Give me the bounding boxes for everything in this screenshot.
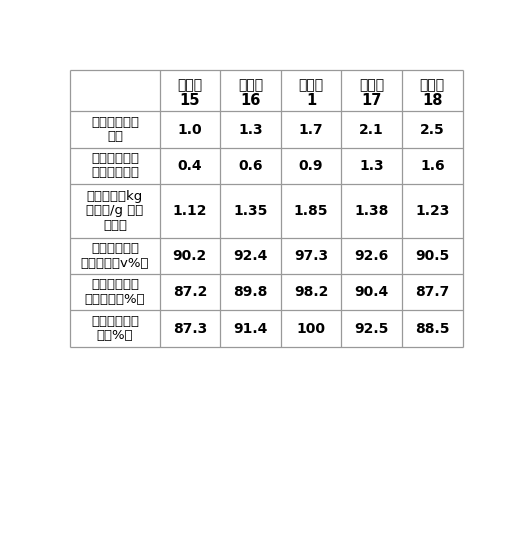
- Text: 粗产物中氯乙: 粗产物中氯乙: [91, 242, 139, 255]
- Text: 氯乙烯的选择: 氯乙烯的选择: [91, 315, 139, 328]
- Text: 0.6: 0.6: [238, 159, 263, 173]
- Text: 2.5: 2.5: [420, 122, 445, 136]
- Text: 二月桂酸二丁: 二月桂酸二丁: [91, 152, 139, 165]
- Text: 90.4: 90.4: [355, 285, 389, 299]
- Text: 0.9: 0.9: [299, 159, 323, 173]
- Text: 实施例: 实施例: [298, 78, 323, 92]
- Text: 催化活性（kg: 催化活性（kg: [87, 190, 143, 203]
- Text: 92.6: 92.6: [355, 249, 389, 263]
- Text: 2.1: 2.1: [359, 122, 384, 136]
- Text: 实施例: 实施例: [238, 78, 263, 92]
- Text: 四氯化锡加入: 四氯化锡加入: [91, 116, 139, 129]
- Text: 87.3: 87.3: [173, 322, 207, 336]
- Text: 粗产物中氯乙: 粗产物中氯乙: [91, 278, 139, 291]
- Text: 100: 100: [296, 322, 326, 336]
- Text: 1.85: 1.85: [294, 204, 328, 217]
- Text: 15: 15: [179, 93, 200, 108]
- Text: 91.4: 91.4: [233, 322, 268, 336]
- Text: 88.5: 88.5: [415, 322, 449, 336]
- Text: 1.3: 1.3: [238, 122, 263, 136]
- Text: 氯乙烯/g 无汞: 氯乙烯/g 无汞: [86, 204, 144, 217]
- Text: 97.3: 97.3: [294, 249, 328, 263]
- Text: 触媒）: 触媒）: [103, 219, 127, 231]
- Text: 1.3: 1.3: [359, 159, 384, 173]
- Text: 性（%）: 性（%）: [97, 329, 133, 342]
- Text: 烯的收率（%）: 烯的收率（%）: [85, 293, 145, 306]
- Text: 87.7: 87.7: [415, 285, 449, 299]
- Text: 89.8: 89.8: [233, 285, 268, 299]
- Text: 90.5: 90.5: [415, 249, 449, 263]
- Text: 92.5: 92.5: [355, 322, 389, 336]
- Text: 1.7: 1.7: [299, 122, 323, 136]
- Text: 比例: 比例: [107, 130, 123, 143]
- Text: 烯的纯度（v%）: 烯的纯度（v%）: [81, 257, 149, 270]
- Text: 18: 18: [422, 93, 443, 108]
- Text: 98.2: 98.2: [294, 285, 328, 299]
- Text: 17: 17: [361, 93, 382, 108]
- Text: 1.0: 1.0: [177, 122, 202, 136]
- Text: 92.4: 92.4: [233, 249, 268, 263]
- Text: 1: 1: [306, 93, 316, 108]
- Text: 90.2: 90.2: [173, 249, 207, 263]
- Text: 1.23: 1.23: [415, 204, 449, 217]
- Text: 实施例: 实施例: [420, 78, 445, 92]
- Text: 实施例: 实施例: [359, 78, 384, 92]
- Text: 87.2: 87.2: [173, 285, 207, 299]
- Text: 0.4: 0.4: [177, 159, 202, 173]
- Text: 16: 16: [240, 93, 261, 108]
- Text: 1.12: 1.12: [173, 204, 207, 217]
- Text: 1.6: 1.6: [420, 159, 445, 173]
- Text: 1.35: 1.35: [233, 204, 268, 217]
- Text: 实施例: 实施例: [177, 78, 202, 92]
- Text: 1.38: 1.38: [355, 204, 389, 217]
- Text: 基锡加入比例: 基锡加入比例: [91, 166, 139, 179]
